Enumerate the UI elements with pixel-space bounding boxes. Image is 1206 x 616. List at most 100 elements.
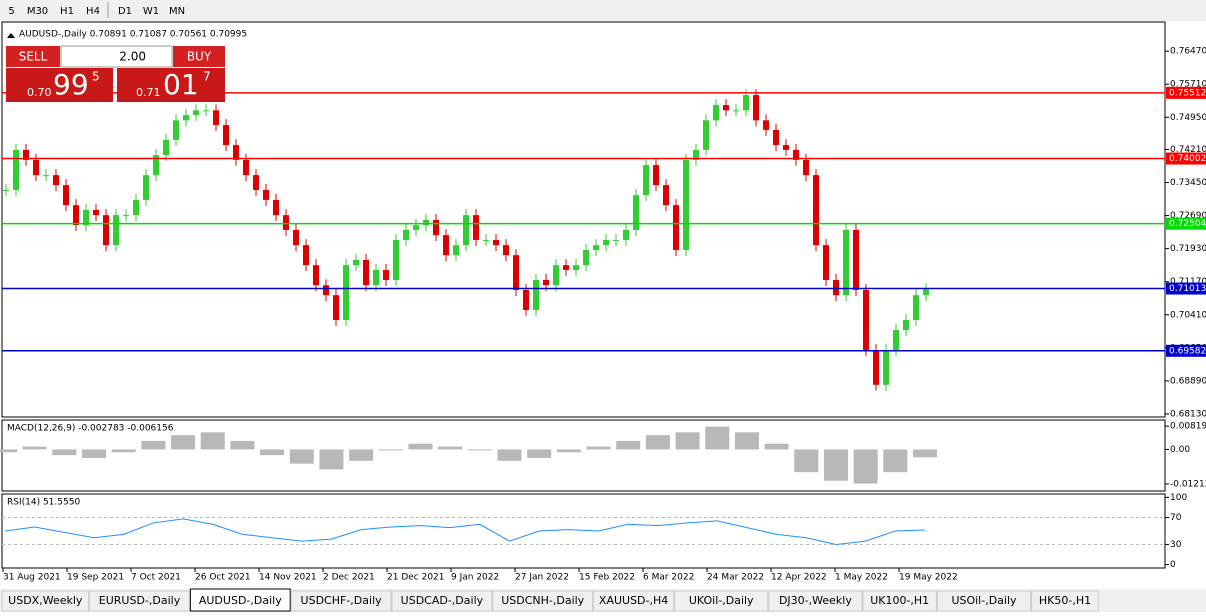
tab[interactable] [862, 590, 937, 612]
timeframe-button[interactable] [2, 2, 21, 19]
ask-big: 01 [163, 68, 199, 101]
timeframe-button[interactable] [112, 2, 138, 19]
macd-pane [1, 419, 1166, 492]
candle [603, 239, 609, 246]
timeframe-button[interactable] [138, 2, 164, 19]
macd-bar [883, 449, 908, 473]
x-tick-label: 26 Oct 2021 [195, 573, 251, 583]
candle [433, 219, 439, 236]
candle [453, 245, 459, 256]
timeframe-label: W1 [143, 6, 159, 17]
macd-bar [467, 449, 492, 451]
candle [473, 215, 479, 240]
tab-label: AUDUSD-,Daily [199, 594, 282, 607]
tab[interactable] [768, 590, 863, 612]
x-tick-label: 15 Feb 2022 [579, 573, 635, 583]
candle [543, 279, 549, 286]
sell-button[interactable] [6, 46, 60, 67]
candle [333, 295, 339, 320]
candle [753, 95, 759, 121]
x-tick-label: 19 Sep 2021 [67, 573, 124, 583]
candle [323, 285, 329, 296]
bid-box[interactable] [6, 68, 113, 102]
candle [503, 245, 509, 256]
level-tag [1166, 344, 1206, 357]
candle [283, 215, 289, 230]
x-tick-label: 24 Mar 2022 [707, 573, 764, 583]
level-tag [1166, 217, 1206, 230]
tab[interactable] [674, 590, 769, 612]
candle [123, 215, 129, 217]
timeframe-button[interactable] [21, 2, 54, 19]
candle [373, 269, 379, 286]
tab[interactable] [1, 590, 90, 612]
tab[interactable] [936, 590, 1032, 612]
macd-title: MACD(12,26,9) -0.002783 -0.006156 [7, 424, 174, 434]
candle [643, 165, 649, 196]
tab-label: DJ30-,Weekly [779, 594, 852, 607]
tab[interactable] [189, 588, 291, 612]
candle [23, 149, 29, 160]
rsi-pane [1, 493, 1166, 569]
tab[interactable] [290, 590, 392, 612]
y-tick-label: 0.75710 [1170, 80, 1206, 90]
candle [783, 145, 789, 150]
tab[interactable] [593, 590, 675, 612]
timeframe-button[interactable] [80, 2, 106, 19]
x-tick-label: 7 Oct 2021 [131, 573, 181, 583]
macd-bar [853, 449, 878, 484]
macd-bar [616, 440, 641, 450]
timeframe-button[interactable] [54, 2, 80, 19]
macd-bar [52, 449, 77, 456]
tab[interactable] [1031, 590, 1099, 612]
candle [133, 199, 139, 216]
toolbar [0, 0, 1206, 21]
candle [733, 110, 739, 112]
level-label: 0.75512 [1169, 88, 1206, 98]
candle [303, 245, 309, 266]
buy-button[interactable] [173, 46, 225, 67]
x-tick-label: 9 Jan 2022 [451, 573, 499, 583]
y-tick-label: 0.00 [1170, 445, 1190, 455]
candle [533, 279, 539, 310]
timeframe-button[interactable] [164, 2, 190, 19]
timeframe-label: M30 [27, 6, 48, 17]
macd-bar [111, 449, 136, 453]
tab-label: UK100-,H1 [870, 594, 929, 607]
macd-bar [82, 449, 107, 458]
candle [673, 205, 679, 250]
tab[interactable] [492, 590, 594, 612]
candle [343, 265, 349, 320]
candle [623, 229, 629, 240]
y-tick-label: 0.72690 [1170, 211, 1206, 221]
y-tick-label: 0.74210 [1170, 145, 1206, 155]
candle [833, 279, 839, 296]
x-tick-label: 2 Dec 2021 [323, 573, 375, 583]
x-tick-label: 21 Dec 2021 [387, 573, 445, 583]
candle [913, 295, 919, 320]
level-label: 0.72504 [1169, 219, 1206, 229]
candle [863, 289, 869, 351]
tab[interactable] [89, 590, 190, 612]
candle [413, 225, 419, 230]
lots-field[interactable] [60, 45, 173, 68]
x-tick-label: 1 May 2022 [835, 573, 888, 583]
tab-label: USDCHF-,Daily [301, 594, 383, 607]
x-tick-label: 6 Mar 2022 [643, 573, 694, 583]
ask-prefix: 0.71 [136, 86, 161, 99]
sell-label: SELL [19, 50, 48, 64]
ask-box[interactable] [117, 68, 225, 102]
candle [3, 189, 9, 191]
y-tick-label: -0.01212 [1170, 479, 1206, 489]
candle [793, 149, 799, 160]
macd-bar [141, 440, 166, 450]
candle [393, 239, 399, 280]
macd-bar [408, 443, 433, 450]
candle [493, 239, 499, 246]
candle [563, 265, 569, 270]
tab[interactable] [391, 590, 493, 612]
tab-label: UKOil-,Daily [689, 594, 754, 607]
level-tag [1166, 282, 1206, 295]
candle [263, 189, 269, 200]
